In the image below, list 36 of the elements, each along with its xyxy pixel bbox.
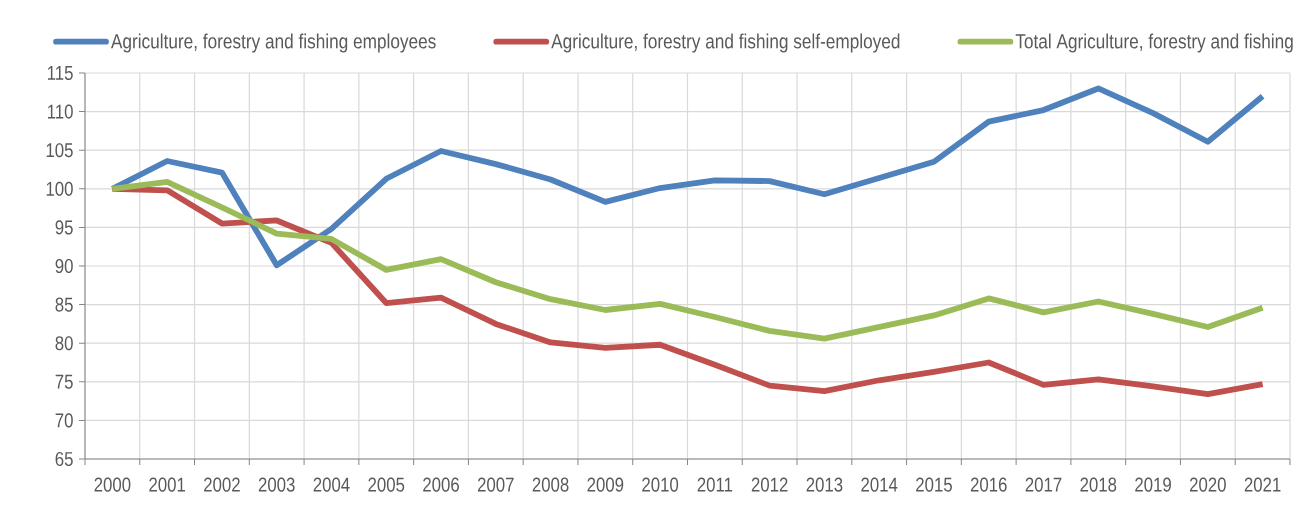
y-tick-label: 85 xyxy=(55,297,73,312)
y-tick-label: 110 xyxy=(47,104,73,119)
x-tick-label: 2017 xyxy=(1025,477,1062,492)
x-tick-label: 2010 xyxy=(642,477,679,492)
x-tick-label: 2009 xyxy=(587,477,624,492)
y-tick-label: 75 xyxy=(55,374,73,389)
x-tick-label: 2013 xyxy=(806,477,843,492)
x-tick-label: 2000 xyxy=(94,477,131,492)
x-tick-label: 2018 xyxy=(1080,477,1117,492)
x-tick-label: 2014 xyxy=(861,477,898,492)
x-tick-label: 2001 xyxy=(149,477,186,492)
x-tick-label: 2008 xyxy=(532,477,569,492)
y-tick-label: 115 xyxy=(47,66,73,80)
x-tick-label: 2011 xyxy=(697,477,733,492)
x-tick-label: 2003 xyxy=(258,477,295,492)
y-tick-label: 80 xyxy=(55,336,73,351)
y-tick-label: 90 xyxy=(55,258,73,274)
x-tick-label: 2021 xyxy=(1244,477,1281,492)
y-tick-label: 95 xyxy=(55,220,73,235)
x-tick-label: 2020 xyxy=(1189,477,1226,492)
x-tick-label: 2012 xyxy=(751,477,788,492)
y-tick-label: 105 xyxy=(46,143,73,158)
x-tick-label: 2019 xyxy=(1135,477,1171,492)
y-tick-label: 100 xyxy=(46,181,73,196)
legend-label: Agriculture, forestry and fishing employees xyxy=(110,33,436,53)
x-tick-label: 2006 xyxy=(423,477,459,492)
legend-label: Agriculture, forestry and fishing self-employed xyxy=(551,33,900,53)
x-tick-label: 2004 xyxy=(313,477,350,492)
x-tick-label: 2007 xyxy=(477,477,514,492)
x-tick-label: 2005 xyxy=(368,477,405,492)
y-tick-label: 70 xyxy=(55,413,73,428)
x-tick-label: 2002 xyxy=(204,477,240,492)
x-tick-label: 2016 xyxy=(970,477,1007,492)
y-tick-label: 65 xyxy=(55,451,73,467)
legend-label: Total Agriculture, forestry and fishing xyxy=(1015,33,1293,53)
x-tick-label: 2015 xyxy=(916,477,952,492)
